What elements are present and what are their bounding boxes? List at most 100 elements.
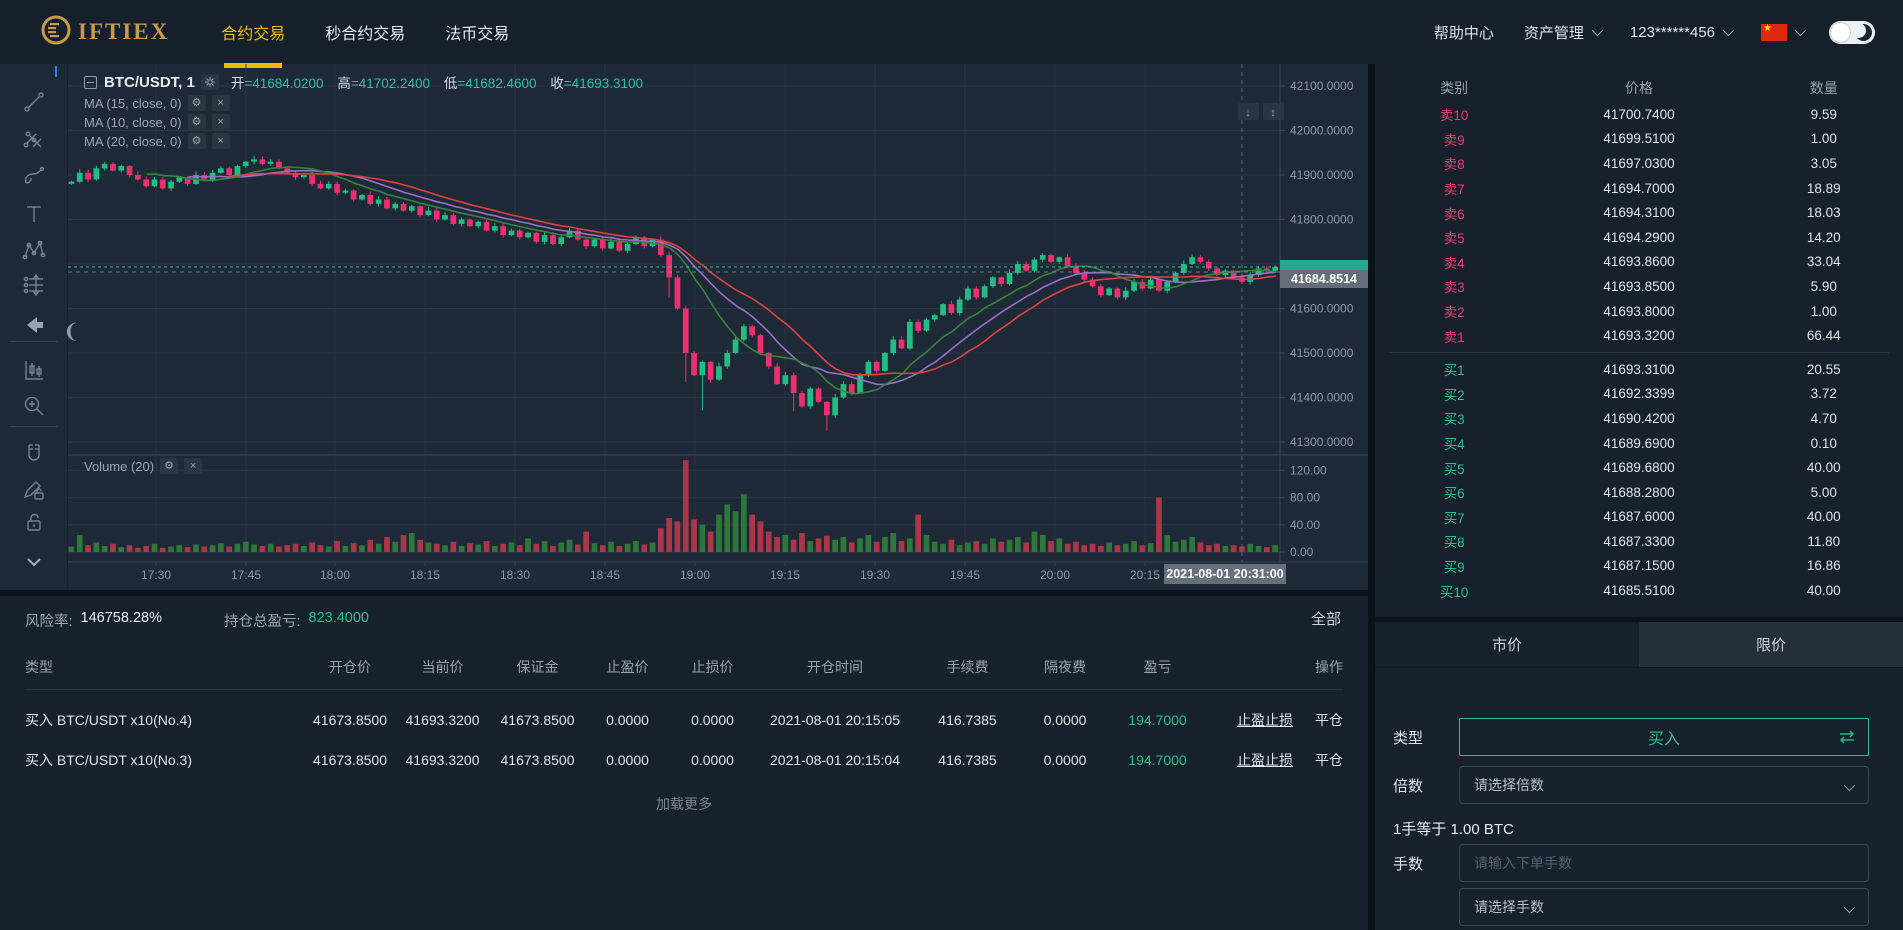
bars-pattern-icon[interactable] [16,354,52,386]
order-book-row[interactable]: 卖6 41694.3100 18.03 [1443,205,1841,222]
tab-market-price[interactable]: 市价 [1491,637,1522,654]
order-book-row[interactable]: 买10 41685.5100 40.00 [1439,583,1841,600]
order-book-row[interactable]: 买7 41687.6000 40.00 [1443,509,1841,526]
order-book-row[interactable]: 卖3 41693.8500 5.90 [1443,278,1837,296]
order-book-row[interactable]: 卖7 41694.7000 18.89 [1443,180,1841,198]
toggle-knob-icon [1831,22,1850,42]
lots-input[interactable] [1460,845,1868,881]
magnet-icon[interactable] [16,438,52,470]
main-menu: 合约交易 秒合约交易 法币交易 [221,0,549,68]
watchlist-collapse-handle[interactable]: ❨ [63,321,80,343]
order-book-row[interactable]: 卖1 41693.3200 66.44 [1443,328,1841,345]
collapse-symbol-icon[interactable] [84,75,97,89]
tp-sl-link[interactable]: 止盈止损 [1237,752,1293,768]
forecast-tool-icon[interactable] [16,269,52,301]
indicator-ma15: MA (15, close, 0) ⚙ × [84,95,643,111]
brand-logo[interactable]: IFTIEX [40,14,169,51]
indicator-ma10: MA (10, close, 0) ⚙ × [84,114,643,130]
order-book-row[interactable]: 卖2 41693.8000 1.00 [1443,303,1837,321]
svg-text:18:45: 18:45 [590,568,620,582]
moon-icon [1851,22,1872,41]
menu-fiat-trading[interactable]: 法币交易 [445,26,510,43]
lots-select[interactable]: 请选择手数 [1459,888,1869,926]
tp-sl-link[interactable]: 止盈止损 [1237,712,1293,728]
order-book-header: 类别 价格 数量 [1440,80,1838,96]
symbol-title: BTC/USDT, 1 [104,73,195,91]
order-book-row[interactable]: 买9 41687.1500 16.86 [1443,558,1841,575]
svg-text:41600.0000: 41600.0000 [1290,302,1354,316]
order-book-panel: 类别 价格 数量 卖10 41700.7400 9.59 卖9 41699.5100 1.00… [1375,64,1903,617]
svg-text:120.00: 120.00 [1290,463,1327,477]
load-more-button[interactable]: 加载更多 [656,796,712,812]
svg-text:80.00: 80.00 [1290,491,1320,505]
order-book-row[interactable]: 买4 41689.6900 0.10 [1443,435,1837,453]
indicator-ma20: MA (20, close, 0) ⚙ × [84,133,643,149]
chart-canvas[interactable]: 42100.0000 42000.0000 41900.0000 41800.0000… [63,64,1368,590]
menu-contract-trading[interactable]: 合约交易 [221,0,285,68]
gear-icon[interactable] [200,74,219,90]
order-book-row[interactable]: 卖9 41699.5100 1.00 [1443,131,1837,148]
leverage-select[interactable]: 请选择倍数 [1459,766,1869,804]
menu-second-contract[interactable]: 秒合约交易 [325,26,406,43]
svg-text:↓: ↓ [1245,107,1251,119]
help-center-link[interactable]: 帮助中心 [1433,24,1494,42]
svg-text:18:15: 18:15 [410,568,440,582]
gear-icon[interactable]: ⚙ [187,95,206,111]
close-position-link[interactable]: 平仓 [1315,712,1343,728]
zoom-in-icon[interactable] [16,390,52,422]
order-book-row[interactable]: 卖10 41700.7400 9.59 [1439,106,1837,124]
toolbar-divider [10,341,58,342]
ohlc-values: 开=41684.0200 高=41702.2400 低=41682.4600 收… [230,76,644,91]
account-menu[interactable]: 123******456 [1630,24,1735,41]
unlock-icon[interactable] [16,506,52,538]
close-icon[interactable]: × [211,95,230,111]
swap-icon[interactable] [1838,729,1856,750]
svg-text:18:30: 18:30 [500,568,530,582]
order-book-row[interactable]: 卖4 41693.8600 33.04 [1443,254,1841,271]
text-tool-icon[interactable] [16,198,52,230]
trend-line-tool-icon[interactable] [16,86,52,118]
close-icon[interactable]: × [211,133,230,149]
toolbar-collapse-chevron-icon[interactable] [16,546,52,578]
asset-management-menu[interactable]: 资产管理 [1524,22,1603,43]
order-book-row[interactable]: 买2 41692.3399 3.72 [1443,386,1837,403]
coin-logo-icon [40,14,72,51]
close-position-link[interactable]: 平仓 [1315,752,1343,768]
svg-text:41800.0000: 41800.0000 [1290,213,1354,227]
chevron-down-icon [1591,24,1603,37]
order-book-divider [1389,351,1889,353]
side-selector[interactable]: 买入 [1459,718,1869,756]
brush-tool-icon[interactable] [16,161,52,193]
svg-text:20:00: 20:00 [1040,568,1070,582]
xabcd-pattern-tool-icon[interactable] [16,234,52,266]
gear-icon[interactable]: ⚙ [187,133,206,149]
language-selector[interactable]: ★ [1761,23,1807,41]
order-book-row[interactable]: 卖8 41697.0300 3.05 [1443,155,1837,173]
drawing-lock-icon[interactable] [16,474,52,506]
risk-rate-label: 风险率: [25,614,73,630]
order-book-row[interactable]: 卖5 41694.2900 14.20 [1443,229,1841,247]
svg-text:41900.0000: 41900.0000 [1290,168,1354,182]
close-icon[interactable]: × [211,114,230,130]
lots-label: 手数 [1393,855,1424,873]
gear-icon[interactable]: ⚙ [160,458,179,474]
order-book-row[interactable]: 买5 41689.6800 40.00 [1443,460,1841,477]
positions-panel: 风险率: 146758.28% 持仓总盈亏: 823.4000 全部 类型 开仓价… [0,596,1368,930]
chart-panel: 42100.0000 42000.0000 41900.0000 41800.0000… [0,64,1368,590]
order-book-row[interactable]: 买1 41693.3100 20.55 [1443,361,1841,379]
hide-toolbar-arrow-icon[interactable] [16,309,52,341]
order-book-row[interactable]: 买8 41687.3300 11.80 [1443,533,1841,551]
pitchfork-tool-icon[interactable] [16,124,52,156]
svg-text:20:15: 20:15 [1130,568,1160,582]
theme-toggle[interactable] [1829,20,1875,44]
position-row: 买入 BTC/USDT x10(No.3) 41673.8500 41693.320… [25,752,1343,768]
filter-all-button[interactable]: 全部 [1310,611,1341,628]
tab-limit-price[interactable]: 限价 [1639,622,1903,667]
svg-text:2021-08-01 20:31:00: 2021-08-01 20:31:00 [1166,567,1283,581]
drawing-toolbar [0,64,68,590]
order-book-row[interactable]: 买3 41690.4200 4.70 [1443,410,1837,428]
trade-form-panel: 市价 限价 类型 买入 倍数 请选择倍数 [1375,622,1903,930]
close-icon[interactable]: × [184,458,203,474]
order-book-row[interactable]: 买6 41688.2800 5.00 [1443,484,1837,502]
gear-icon[interactable]: ⚙ [187,114,206,130]
